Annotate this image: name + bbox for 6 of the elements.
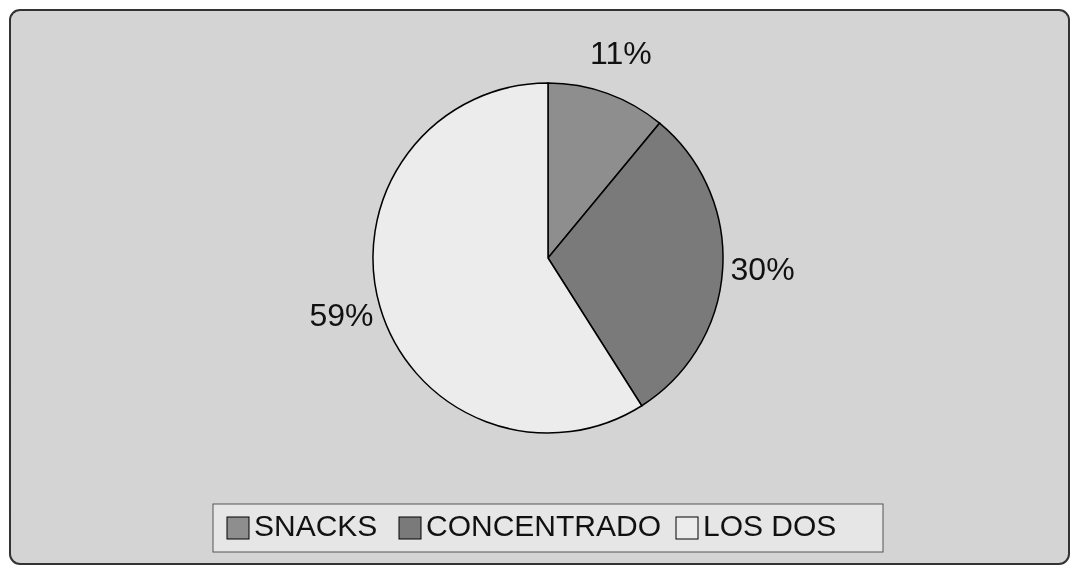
legend-label: SNACKS	[254, 508, 378, 542]
data-label: 11%	[589, 35, 652, 72]
data-label: 30%	[730, 250, 795, 287]
legend-label: CONCENTRADO	[426, 508, 662, 542]
data-label: 59%	[309, 297, 374, 334]
legend-label: LOS DOS	[703, 508, 837, 542]
